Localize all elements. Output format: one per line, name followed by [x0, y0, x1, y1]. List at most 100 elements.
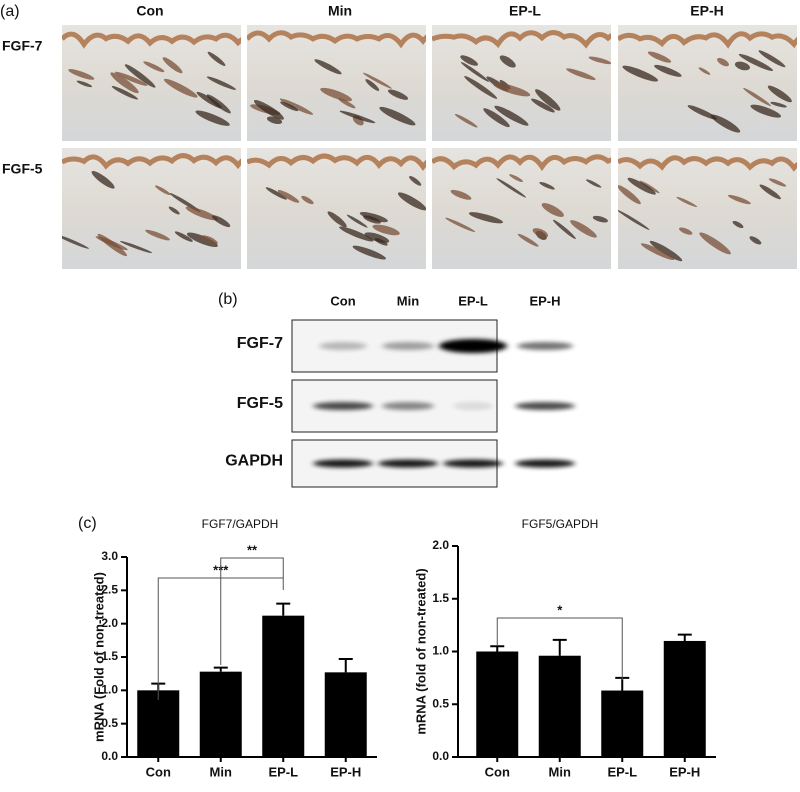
- follicle: [409, 175, 422, 186]
- follicle: [743, 87, 771, 107]
- follicle: [585, 179, 602, 188]
- follicle: [734, 61, 750, 71]
- tissue: [618, 25, 797, 141]
- micrograph: [618, 148, 797, 269]
- follicle: [768, 178, 787, 187]
- bar: [663, 640, 706, 757]
- epidermis: [247, 153, 426, 171]
- bar: [137, 690, 180, 757]
- follicle: [279, 98, 314, 115]
- error-bar: [276, 602, 291, 616]
- follicle: [460, 55, 478, 66]
- micrograph-content: [62, 25, 241, 141]
- band: [443, 459, 503, 468]
- y-tick-label: 1.0: [432, 644, 449, 658]
- micrograph: [432, 148, 611, 269]
- follicle: [206, 76, 236, 90]
- follicle: [464, 75, 498, 99]
- follicle: [494, 105, 529, 126]
- follicle: [687, 105, 718, 120]
- bar: [601, 690, 644, 757]
- band: [453, 402, 493, 410]
- follicle: [114, 71, 148, 86]
- lane-label: EP-H: [529, 293, 560, 308]
- micrograph-content: [247, 148, 426, 269]
- follicle: [253, 100, 284, 120]
- micrograph-content: [432, 25, 611, 141]
- row-label: FGF-5: [237, 395, 283, 412]
- follicle: [201, 235, 218, 245]
- micrograph: [618, 25, 797, 141]
- follicle: [728, 194, 751, 205]
- band: [382, 402, 434, 410]
- follicle: [640, 243, 675, 260]
- follicle: [110, 72, 139, 94]
- follicle: [622, 65, 659, 82]
- follicle: [338, 98, 356, 109]
- micrograph-content: [432, 148, 611, 269]
- significance-label: *: [557, 602, 563, 617]
- follicle: [468, 212, 504, 224]
- follicle: [618, 185, 641, 205]
- follicle: [553, 219, 576, 239]
- y-tick-label: 2.0: [101, 616, 118, 630]
- micrograph: [247, 148, 426, 269]
- follicle: [588, 56, 611, 65]
- micrograph: [62, 25, 241, 141]
- epidermis: [618, 155, 797, 172]
- follicle: [397, 192, 426, 211]
- panel-label: (c): [78, 515, 97, 532]
- follicle: [592, 215, 608, 223]
- x-tick-label: Con: [146, 764, 171, 779]
- follicle: [143, 61, 165, 73]
- follicle: [372, 224, 400, 236]
- follicle: [277, 190, 300, 203]
- follicle: [618, 209, 650, 230]
- follicle: [280, 101, 299, 112]
- column-label: Min: [328, 3, 352, 19]
- y-axis-label: mRNA (Fold of non-treated): [91, 572, 106, 742]
- panel-label: (a): [0, 3, 20, 20]
- follicle: [362, 72, 392, 89]
- follicle: [314, 59, 342, 75]
- error-bar: [677, 633, 692, 641]
- micrograph: [247, 25, 426, 141]
- band: [439, 339, 507, 353]
- epidermis: [247, 30, 426, 49]
- follicle: [627, 177, 656, 195]
- y-tick-label: 0.0: [101, 749, 118, 763]
- band: [313, 459, 373, 468]
- follicle: [124, 64, 156, 88]
- tissue: [432, 148, 611, 269]
- follicle: [750, 104, 782, 118]
- x-tick-label: Con: [485, 764, 510, 779]
- band: [378, 459, 438, 468]
- follicle: [145, 229, 170, 241]
- follicle: [738, 53, 774, 71]
- epidermis: [62, 153, 241, 170]
- follicle: [758, 50, 786, 68]
- row-label: FGF-5: [2, 161, 43, 177]
- x-tick-label: EP-H: [330, 764, 361, 779]
- lane-label: EP-L: [458, 293, 488, 308]
- y-tick-label: 1.0: [101, 683, 118, 697]
- follicle: [62, 234, 89, 249]
- row-label: FGF-7: [2, 38, 43, 54]
- error-bar: [552, 638, 567, 656]
- follicle: [155, 185, 171, 196]
- band: [515, 402, 575, 410]
- micrograph-content: [62, 148, 241, 269]
- follicle: [76, 80, 93, 88]
- follicle: [676, 196, 698, 208]
- follicle: [68, 69, 95, 80]
- follicle: [710, 114, 741, 133]
- follicle: [327, 211, 347, 228]
- panel-label: (b): [218, 291, 238, 308]
- tissue: [247, 148, 426, 269]
- follicle: [445, 217, 476, 233]
- follicle: [97, 233, 127, 257]
- x-tick-label: EP-L: [268, 764, 298, 779]
- band: [313, 402, 373, 410]
- bar: [538, 655, 581, 757]
- row-label: FGF-7: [237, 335, 283, 352]
